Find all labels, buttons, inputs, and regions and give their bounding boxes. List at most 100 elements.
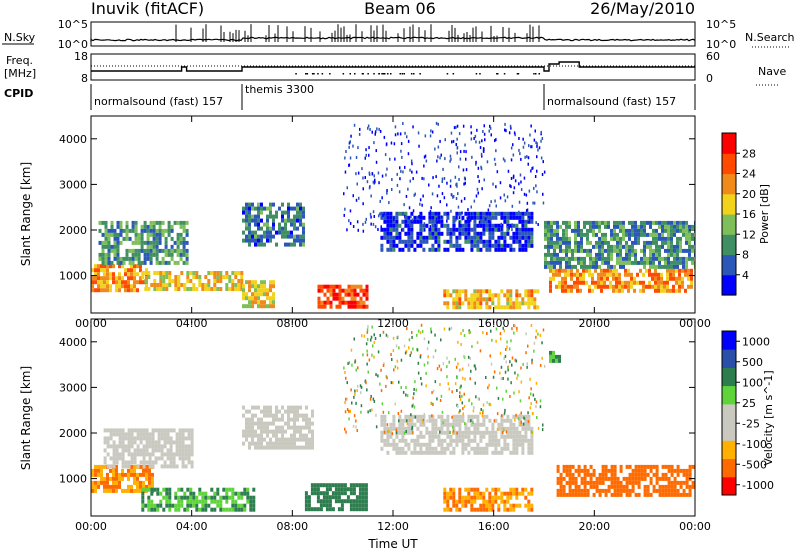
echo-cell bbox=[266, 218, 269, 223]
echo-cell bbox=[386, 450, 390, 455]
echo-cell bbox=[479, 301, 483, 306]
echo-cell bbox=[139, 280, 142, 285]
echo-cell bbox=[364, 491, 368, 496]
echo-cell bbox=[299, 222, 302, 227]
echo-cell bbox=[103, 460, 107, 465]
noise-cell bbox=[442, 362, 445, 366]
noise-cell bbox=[357, 366, 359, 370]
echo-cell bbox=[603, 268, 606, 273]
echo-cell bbox=[124, 460, 128, 465]
echo-cell bbox=[682, 492, 686, 497]
echo-cell bbox=[94, 484, 97, 489]
echo-cell bbox=[530, 227, 534, 232]
echo-cell bbox=[506, 434, 510, 439]
echo-cell bbox=[164, 252, 168, 257]
noise-cell bbox=[469, 377, 471, 381]
echo-cell bbox=[547, 240, 550, 245]
echo-cell bbox=[266, 226, 269, 231]
echo-cell bbox=[428, 438, 432, 443]
echo-cell bbox=[361, 507, 365, 512]
noise-cell bbox=[511, 327, 513, 331]
echo-cell bbox=[180, 499, 184, 504]
noise-cell bbox=[397, 335, 399, 339]
echo-cell bbox=[562, 240, 565, 245]
noise-cell bbox=[437, 155, 439, 159]
echo-cell bbox=[687, 272, 690, 277]
colorbar-swatch bbox=[722, 367, 736, 387]
noise-cell bbox=[464, 377, 466, 381]
echo-cell bbox=[562, 464, 566, 469]
noise-cell bbox=[347, 362, 349, 365]
noise-cell bbox=[435, 217, 438, 221]
echo-cell bbox=[136, 480, 139, 485]
echo-cell bbox=[646, 232, 649, 237]
noise-cell bbox=[344, 170, 347, 174]
echo-cell bbox=[245, 421, 248, 426]
echo-cell bbox=[287, 234, 290, 239]
echo-cell bbox=[110, 260, 114, 265]
echo-cell bbox=[137, 260, 141, 265]
echo-cell bbox=[103, 480, 106, 485]
echo-cell bbox=[248, 417, 251, 422]
echo-cell bbox=[588, 268, 591, 273]
echo-cell bbox=[234, 503, 238, 508]
echo-cell bbox=[625, 488, 629, 493]
freq-line bbox=[91, 61, 695, 72]
echo-cell bbox=[131, 256, 135, 261]
echo-cell bbox=[413, 247, 417, 252]
echo-cell bbox=[225, 499, 229, 504]
noise-cell bbox=[495, 327, 498, 331]
echo-cell bbox=[506, 495, 510, 500]
echo-cell bbox=[151, 448, 155, 453]
echo-cell bbox=[263, 300, 266, 305]
noise-cell bbox=[379, 129, 382, 133]
echo-cell bbox=[386, 426, 390, 431]
echo-cell bbox=[449, 293, 453, 298]
noise-cell bbox=[438, 432, 440, 436]
echo-cell bbox=[141, 275, 145, 279]
noise-cell bbox=[379, 212, 381, 216]
noise-cell bbox=[457, 192, 459, 196]
echo-cell bbox=[386, 434, 390, 439]
echo-cell bbox=[242, 206, 245, 211]
noise-cell bbox=[499, 196, 502, 200]
echo-cell bbox=[219, 507, 223, 512]
echo-cell bbox=[570, 268, 573, 273]
echo-cell bbox=[613, 488, 617, 493]
echo-cell bbox=[115, 284, 118, 289]
echo-cell bbox=[607, 484, 611, 489]
echo-cell bbox=[127, 488, 130, 493]
echo-cell bbox=[601, 476, 605, 481]
echo-cell bbox=[355, 483, 359, 488]
echo-cell bbox=[577, 472, 581, 477]
noise-cell bbox=[503, 356, 505, 360]
echo-cell bbox=[386, 438, 390, 443]
echo-cell bbox=[670, 472, 674, 477]
echo-cell bbox=[139, 268, 142, 273]
echo-cell bbox=[275, 445, 278, 450]
echo-cell bbox=[527, 446, 531, 451]
echo-cell bbox=[568, 484, 572, 489]
echo-cell bbox=[160, 456, 164, 461]
echo-cell bbox=[634, 260, 637, 265]
echo-cell bbox=[115, 444, 119, 449]
echo-cell bbox=[455, 235, 459, 240]
echo-cell bbox=[446, 289, 450, 294]
echo-cell bbox=[383, 414, 387, 419]
echo-cell bbox=[169, 448, 173, 453]
noise-cell bbox=[361, 334, 363, 338]
echo-cell bbox=[142, 484, 145, 489]
echo-cell bbox=[118, 436, 122, 441]
echo-cell bbox=[305, 417, 308, 422]
noise-cell bbox=[441, 192, 444, 196]
echo-cell bbox=[530, 235, 534, 240]
echo-cell bbox=[307, 499, 311, 504]
echo-cell bbox=[449, 239, 453, 244]
echo-cell bbox=[609, 268, 612, 273]
noise-cell bbox=[387, 429, 389, 433]
echo-cell bbox=[115, 476, 118, 481]
noise-cell bbox=[411, 425, 414, 429]
noise-cell bbox=[436, 397, 438, 401]
echo-cell bbox=[392, 446, 396, 451]
echo-cell bbox=[494, 442, 498, 447]
